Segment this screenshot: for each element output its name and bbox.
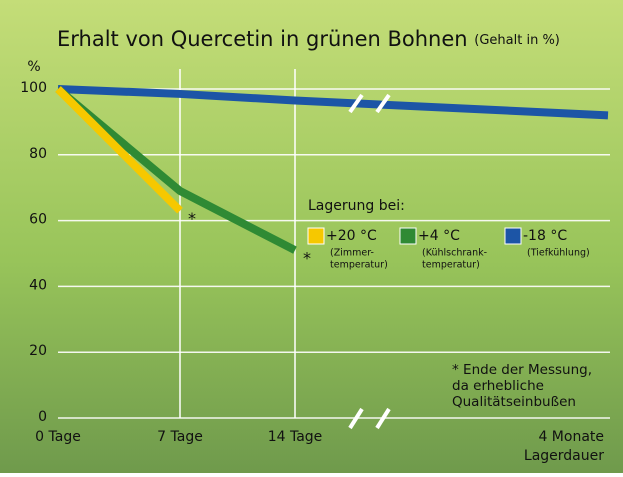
x-tick-label: 14 Tage <box>268 429 323 445</box>
legend-detail: (Kühlschrank- <box>422 248 487 259</box>
note-line: Qualitätseinbußen <box>452 394 576 410</box>
legend-swatch <box>505 228 521 244</box>
y-tick-label: 40 <box>29 277 47 293</box>
legend-swatch <box>400 228 416 244</box>
x-tick-label: 4 Monate <box>538 429 604 445</box>
legend-label: +20 °C <box>326 228 377 244</box>
note-line: * Ende der Messung, <box>452 362 592 378</box>
y-axis-label: % <box>27 59 40 75</box>
note-line: da erhebliche <box>452 378 544 394</box>
x-tick-label: 0 Tage <box>35 429 81 445</box>
end-marker: * <box>188 209 196 228</box>
legend-label: +4 °C <box>418 228 460 244</box>
legend-label: -18 °C <box>523 228 567 244</box>
legend-detail: temperatur) <box>330 260 388 271</box>
y-tick-label: 80 <box>29 146 47 162</box>
legend-detail: temperatur) <box>422 260 480 271</box>
chart: Erhalt von Quercetin in grünen Bohnen (G… <box>0 0 623 473</box>
y-tick-label: 100 <box>20 80 47 96</box>
x-tick-label: 7 Tage <box>157 429 203 445</box>
legend-title: Lagerung bei: <box>308 198 405 214</box>
legend-swatch <box>308 228 324 244</box>
y-tick-label: 0 <box>38 409 47 425</box>
y-tick-label: 20 <box>29 343 47 359</box>
legend-detail: (Tiefkühlung) <box>527 248 590 259</box>
end-marker: * <box>303 249 311 268</box>
legend-detail: (Zimmer- <box>330 248 374 259</box>
y-tick-label: 60 <box>29 212 47 228</box>
x-axis-label: Lagerdauer <box>524 448 604 464</box>
